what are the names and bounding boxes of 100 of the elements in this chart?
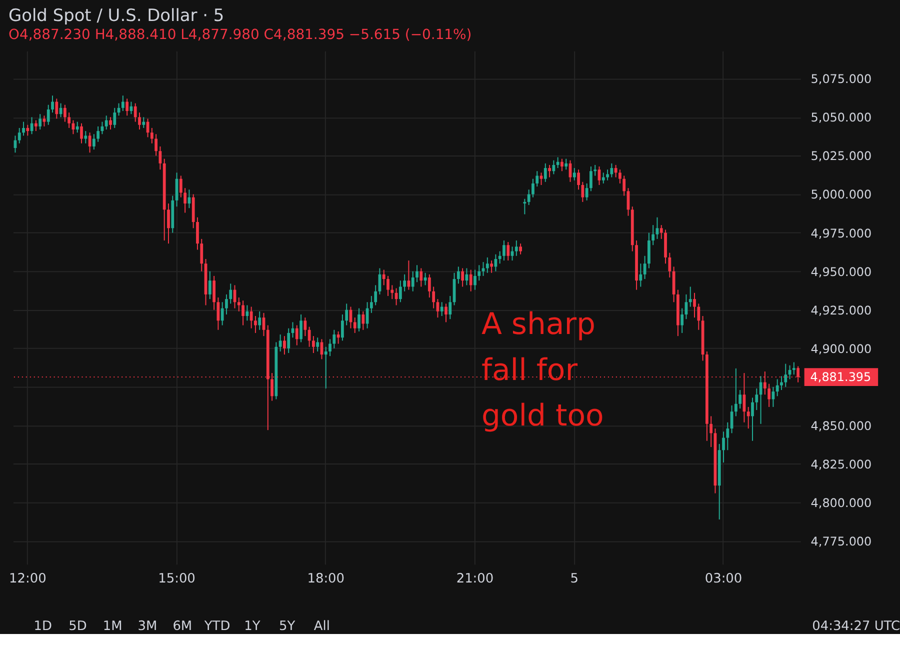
candlestick — [610, 162, 614, 178]
candlestick — [502, 240, 506, 262]
candlestick — [420, 268, 423, 288]
candlestick — [30, 116, 34, 135]
candlestick — [514, 240, 518, 256]
x-tick-label: 18:00 — [307, 572, 345, 587]
candlestick — [167, 202, 170, 244]
candlestick — [403, 274, 406, 292]
candlestick — [428, 274, 431, 298]
chart-subtitle: O4,887.230 H4,888.410 L4,877.980 C4,881.395 −5.615 (−0.11%) — [8, 26, 472, 43]
candlestick — [680, 308, 684, 334]
y-tick-label: 4,800.000 — [810, 496, 872, 510]
candlestick — [22, 121, 25, 136]
y-tick-label: 5,075.000 — [810, 72, 872, 86]
candlestick — [486, 256, 489, 274]
candlestick — [590, 166, 592, 192]
x-tick-label: 03:00 — [704, 572, 742, 587]
candlestick — [208, 270, 212, 300]
candlestick — [142, 116, 146, 128]
candlestick — [179, 175, 182, 198]
candlestick — [606, 169, 609, 181]
candlestick — [523, 198, 526, 215]
candlestick — [560, 158, 564, 172]
candlestick — [639, 263, 642, 288]
candlestick — [456, 266, 460, 284]
candlestick — [461, 268, 464, 288]
candlestick — [519, 243, 522, 255]
candlestick — [358, 308, 360, 332]
candlestick — [225, 294, 228, 315]
text: All — [314, 618, 330, 634]
candlestick — [618, 169, 622, 184]
candlestick — [643, 255, 646, 280]
x-tick-label: 12:00 — [9, 572, 46, 587]
candlestick — [250, 306, 253, 329]
candlestick — [104, 115, 108, 130]
text: 6M — [172, 618, 192, 634]
candlestick — [84, 130, 88, 144]
candlestick — [18, 127, 21, 144]
candlestick — [300, 314, 302, 343]
candlestick — [564, 158, 568, 170]
candlestick — [254, 316, 257, 334]
candlestick — [780, 376, 783, 390]
candlestick — [416, 264, 418, 283]
y-tick-label: 4,825.000 — [810, 457, 872, 472]
candlestick — [304, 317, 307, 337]
candlestick — [722, 431, 725, 463]
candlestick — [242, 300, 244, 326]
candlestick — [134, 102, 137, 122]
text: YTD — [203, 618, 230, 634]
y-tick-label: 4,775.000 — [810, 534, 872, 549]
candlestick — [556, 156, 560, 169]
candlestick — [647, 232, 650, 269]
candlestick — [478, 264, 481, 282]
candlestick — [96, 126, 100, 142]
annotation: A sharp fall for gold too — [481, 307, 604, 434]
candlestick — [229, 283, 232, 304]
candlestick — [594, 164, 597, 176]
y-tick-label: 5,000.000 — [810, 188, 872, 202]
y-tick-label: 5,050.000 — [810, 110, 872, 125]
candlestick — [188, 189, 191, 209]
y-tick-label: 4,925.000 — [810, 303, 872, 318]
y-tick-label: 4,900.000 — [810, 342, 872, 356]
candlestick — [26, 124, 30, 136]
candlestick — [184, 188, 186, 214]
candlestick — [527, 189, 530, 206]
y-tick-label: 4,850.000 — [810, 418, 872, 433]
candlestick — [246, 304, 249, 322]
candlestick — [498, 250, 502, 264]
text: 3M — [138, 618, 158, 634]
candlestick — [109, 116, 112, 130]
candlestick — [386, 275, 390, 296]
x-tick-label: 5 — [570, 572, 579, 587]
candlestick — [113, 107, 116, 128]
candlestick — [63, 104, 66, 122]
candlestick — [688, 286, 692, 308]
candlestick — [154, 134, 158, 156]
candlestick — [469, 269, 472, 292]
candlestick — [548, 164, 551, 178]
candlestick — [237, 297, 240, 312]
candlestick — [746, 406, 750, 430]
candlestick — [738, 389, 742, 409]
candlestick — [328, 338, 332, 357]
candlestick — [622, 175, 626, 196]
candlestick — [448, 295, 452, 320]
candlestick — [68, 112, 71, 128]
candlestick — [34, 120, 38, 132]
candlestick — [697, 303, 700, 330]
candlestick — [370, 295, 373, 314]
candlestick — [295, 324, 298, 346]
candlestick — [532, 178, 534, 198]
candlestick — [444, 303, 448, 323]
candlestick — [660, 224, 663, 240]
candlestick — [411, 270, 414, 292]
candlestick — [362, 310, 365, 330]
candlestick — [577, 169, 580, 190]
candlestick — [432, 286, 436, 309]
y-tick-label: 4,950.000 — [810, 264, 872, 279]
candlestick — [506, 242, 510, 262]
text: 1D — [34, 618, 52, 634]
candlestick — [474, 269, 476, 290]
